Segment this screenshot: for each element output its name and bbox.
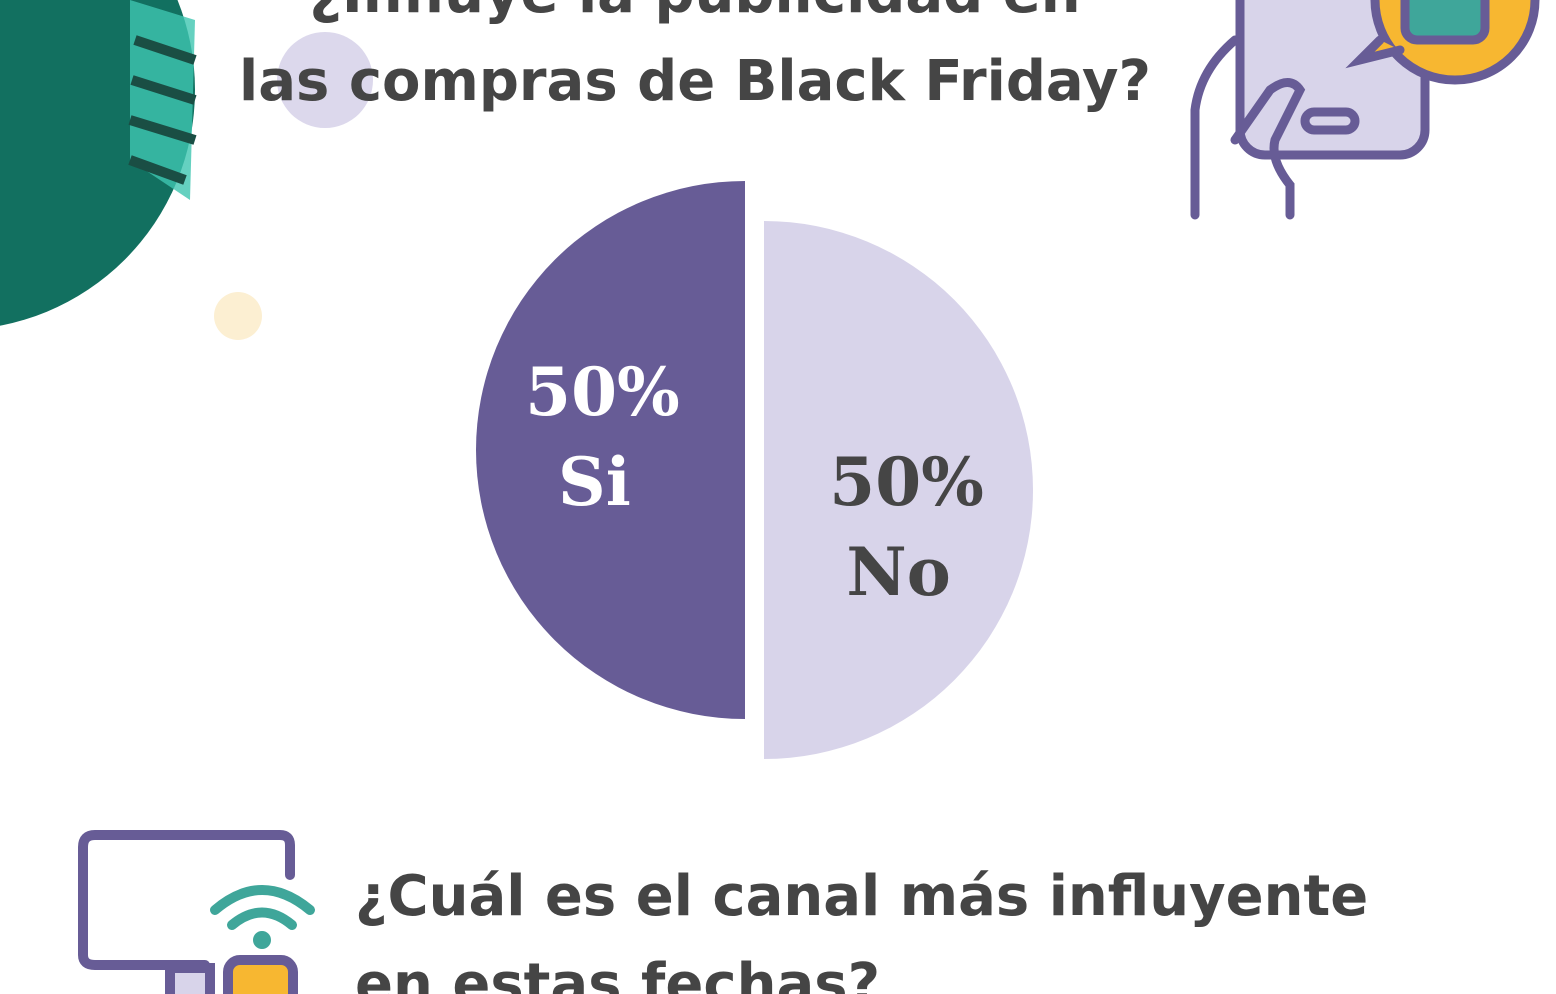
chart-title: las compras de Black Friday? xyxy=(239,49,1151,114)
section-title: ¿Cuál es el canal más influyente xyxy=(355,864,1368,929)
category-label: Si xyxy=(558,443,631,521)
infographic: ¿Influye la publicidad en las compras de … xyxy=(0,0,1556,994)
page: ¿Influye la publicidad en las compras de … xyxy=(0,0,1556,994)
value-label: 50% xyxy=(829,443,984,521)
value-label: 50% xyxy=(525,353,680,431)
phone-icon xyxy=(1195,0,1535,215)
section-title: en estas fechas? xyxy=(355,952,880,994)
chart-title: ¿Influye la publicidad en xyxy=(309,0,1080,26)
category-label: No xyxy=(846,533,950,611)
monitor-icon xyxy=(83,835,310,994)
